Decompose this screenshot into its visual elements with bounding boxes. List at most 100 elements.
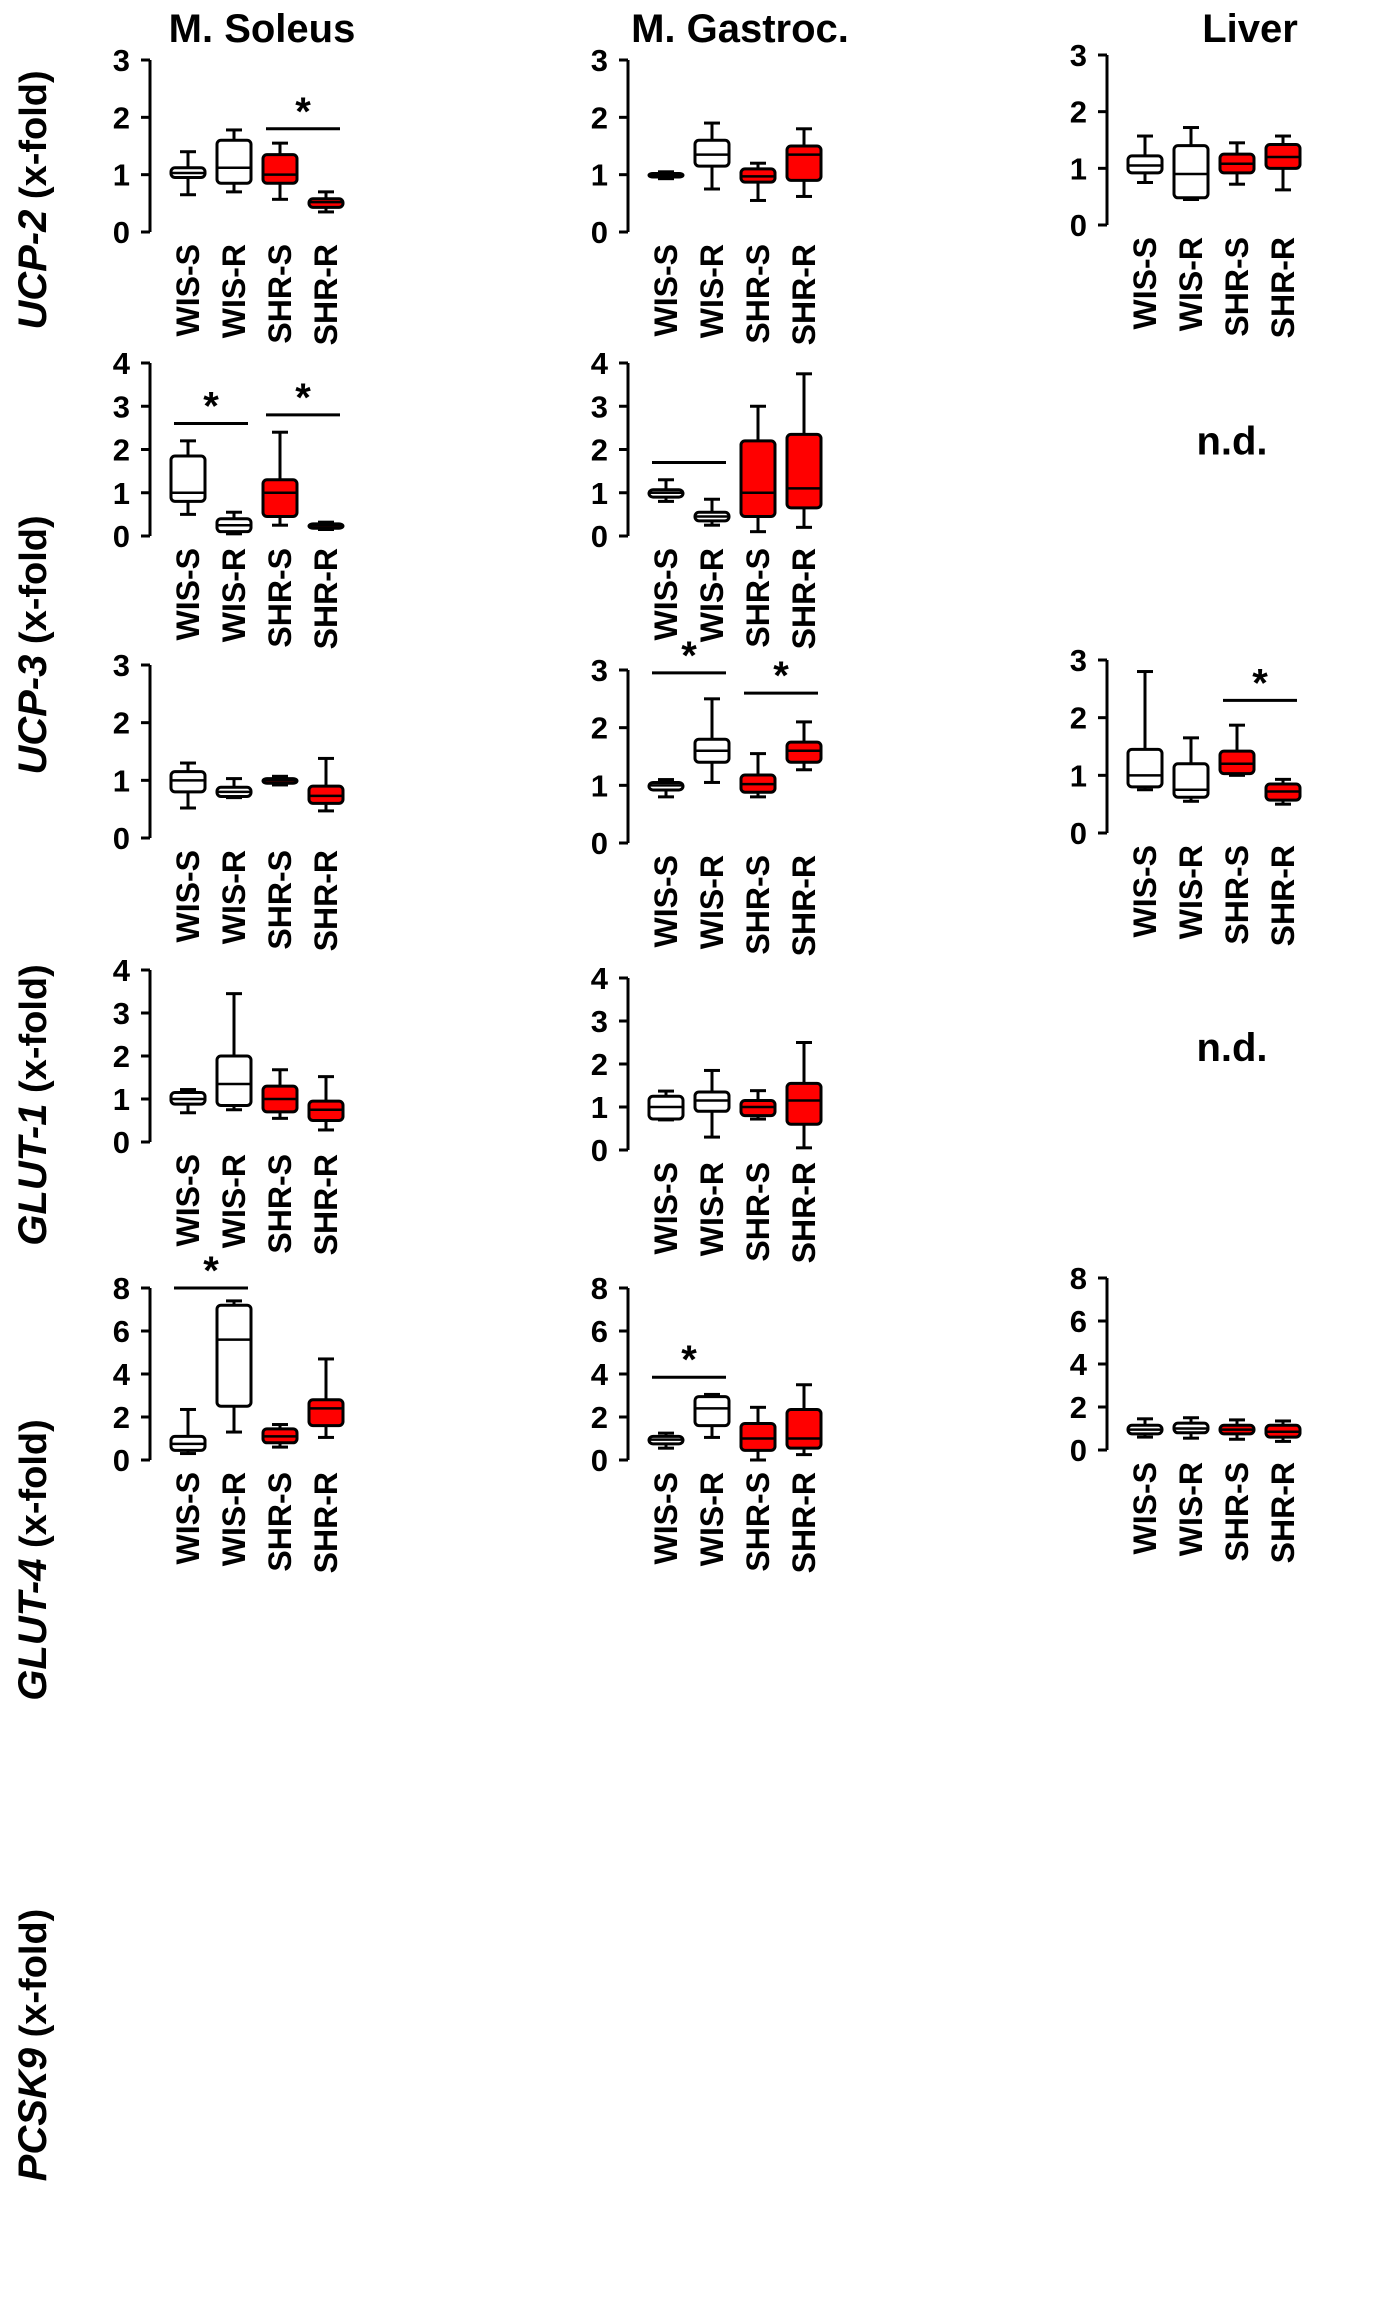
y-tick-label: 0 xyxy=(113,821,130,856)
box-iqr xyxy=(261,153,299,185)
box-WIS-S xyxy=(647,1431,685,1450)
y-tick-label: 4 xyxy=(591,346,609,381)
box-SHR-S xyxy=(261,1068,299,1120)
panel-3-2: n.d. xyxy=(1196,1026,1267,1070)
y-tick-label: 3 xyxy=(113,389,130,424)
y-tick-label: 3 xyxy=(1070,643,1087,678)
x-category-label: SHR-R xyxy=(308,1472,344,1573)
box-WIS-S xyxy=(169,439,207,516)
x-category-label: WIS-S xyxy=(170,244,206,336)
box-iqr xyxy=(785,144,823,182)
box-SHR-R xyxy=(307,1357,345,1439)
significance-star: * xyxy=(295,376,311,420)
x-category-label: SHR-S xyxy=(740,855,776,955)
significance-star: * xyxy=(295,90,311,134)
row-label-unit: (x-fold) xyxy=(13,515,55,654)
significance-star: * xyxy=(681,634,697,678)
box-SHR-R xyxy=(785,372,823,529)
x-category-label: WIS-S xyxy=(1127,1462,1163,1554)
box-WIS-S xyxy=(647,478,685,503)
y-tick-label: 4 xyxy=(113,953,131,988)
box-WIS-R xyxy=(1172,1416,1210,1440)
y-tick-label: 1 xyxy=(1070,151,1087,186)
x-category-label: WIS-R xyxy=(694,548,730,642)
significance-star: * xyxy=(773,654,789,698)
y-tick-label: 1 xyxy=(1070,758,1087,793)
x-category-label: SHR-S xyxy=(262,1154,298,1254)
panel-0-0: 0 1 2 3 WIS-S WIS-R SHR-S SHR-R * xyxy=(113,43,345,345)
y-tick-label: 3 xyxy=(591,1004,608,1039)
box-iqr xyxy=(215,1303,253,1408)
row-label-ucp2: UCP-2 (x-fold) xyxy=(11,70,55,329)
row-label-gene: GLUT-1 xyxy=(11,1104,55,1246)
y-tick-label: 0 xyxy=(591,519,608,554)
box-SHR-R xyxy=(307,756,345,813)
box-iqr xyxy=(1218,749,1256,776)
x-category-label: WIS-S xyxy=(648,548,684,640)
panel-3-1: 0 1 2 3 4 WIS-S WIS-R SHR-S SHR-R xyxy=(591,961,823,1263)
panel-2-0: 0 1 2 3 WIS-S WIS-R SHR-S SHR-R xyxy=(113,648,345,951)
panel-0-1: 0 1 2 3 WIS-S WIS-R SHR-S SHR-R xyxy=(591,43,823,345)
y-tick-label: 2 xyxy=(113,433,130,468)
significance-star: * xyxy=(203,385,219,429)
x-category-label: WIS-R xyxy=(1173,1462,1209,1556)
y-tick-label: 0 xyxy=(1070,208,1087,243)
box-WIS-R xyxy=(693,1068,731,1139)
box-WIS-R xyxy=(215,128,253,194)
box-iqr xyxy=(215,138,253,185)
x-category-label: WIS-S xyxy=(170,1472,206,1564)
y-tick-label: 1 xyxy=(591,1090,608,1125)
y-tick-label: 1 xyxy=(113,476,130,511)
x-category-label: WIS-R xyxy=(216,850,252,944)
y-tick-label: 2 xyxy=(1070,95,1087,130)
box-SHR-S xyxy=(739,1089,777,1121)
x-category-label: WIS-R xyxy=(694,855,730,949)
y-tick-label: 0 xyxy=(113,1125,130,1160)
y-tick-label: 4 xyxy=(591,961,609,996)
box-SHR-S xyxy=(739,752,777,799)
y-tick-label: 4 xyxy=(113,346,131,381)
y-tick-label: 8 xyxy=(591,1271,608,1306)
box-WIS-S xyxy=(1126,134,1164,184)
y-tick-label: 1 xyxy=(113,763,130,798)
x-category-label: WIS-S xyxy=(648,1472,684,1564)
y-tick-label: 0 xyxy=(1070,816,1087,851)
y-tick-label: 3 xyxy=(113,996,130,1031)
box-WIS-R xyxy=(693,121,731,191)
box-WIS-S xyxy=(169,1407,207,1456)
y-tick-label: 3 xyxy=(113,648,130,683)
y-tick-label: 2 xyxy=(1070,701,1087,736)
panel-1-2: n.d. xyxy=(1196,420,1267,464)
x-category-label: WIS-R xyxy=(694,1162,730,1256)
box-WIS-R xyxy=(1172,126,1210,201)
row-labels: UCP-2 (x-fold) UCP-3 (x-fold) GLUT-1 (x-… xyxy=(11,70,55,2181)
panel-1-1: 0 1 2 3 4 WIS-S WIS-R SHR-S SHR-R xyxy=(591,346,823,649)
row-label-pcsk9: PCSK9 (x-fold) xyxy=(11,1909,55,2182)
x-category-label: SHR-R xyxy=(786,1472,822,1573)
box-SHR-R xyxy=(1264,134,1302,192)
x-category-label: WIS-R xyxy=(1173,237,1209,331)
box-SHR-S xyxy=(261,1423,299,1449)
row-label-gene: GLUT-4 xyxy=(11,1559,55,1701)
panel-3-0: 0 1 2 3 4 WIS-S WIS-R SHR-S SHR-R xyxy=(113,953,345,1255)
box-SHR-R xyxy=(785,1383,823,1457)
row-label-unit: (x-fold) xyxy=(13,1419,55,1558)
box-iqr xyxy=(785,432,823,510)
y-tick-label: 1 xyxy=(591,476,608,511)
row-label-unit: (x-fold) xyxy=(13,964,55,1103)
y-tick-label: 2 xyxy=(591,1400,608,1435)
x-category-label: WIS-S xyxy=(170,548,206,640)
y-tick-label: 3 xyxy=(1070,38,1087,73)
panel-4-1: 0 2 4 6 8 WIS-S WIS-R SHR-S SHR-R * xyxy=(591,1271,823,1573)
panel-4-2: 0 2 4 6 8 WIS-S WIS-R SHR-S SHR-R xyxy=(1070,1261,1302,1563)
x-category-label: SHR-S xyxy=(740,244,776,344)
y-tick-label: 2 xyxy=(591,1047,608,1082)
box-SHR-R xyxy=(785,720,823,772)
box-iqr xyxy=(693,138,731,168)
x-category-label: WIS-S xyxy=(1127,237,1163,329)
box-SHR-R xyxy=(307,190,345,214)
box-SHR-R xyxy=(307,520,345,532)
box-WIS-R xyxy=(215,992,253,1112)
box-SHR-R xyxy=(1264,777,1302,806)
